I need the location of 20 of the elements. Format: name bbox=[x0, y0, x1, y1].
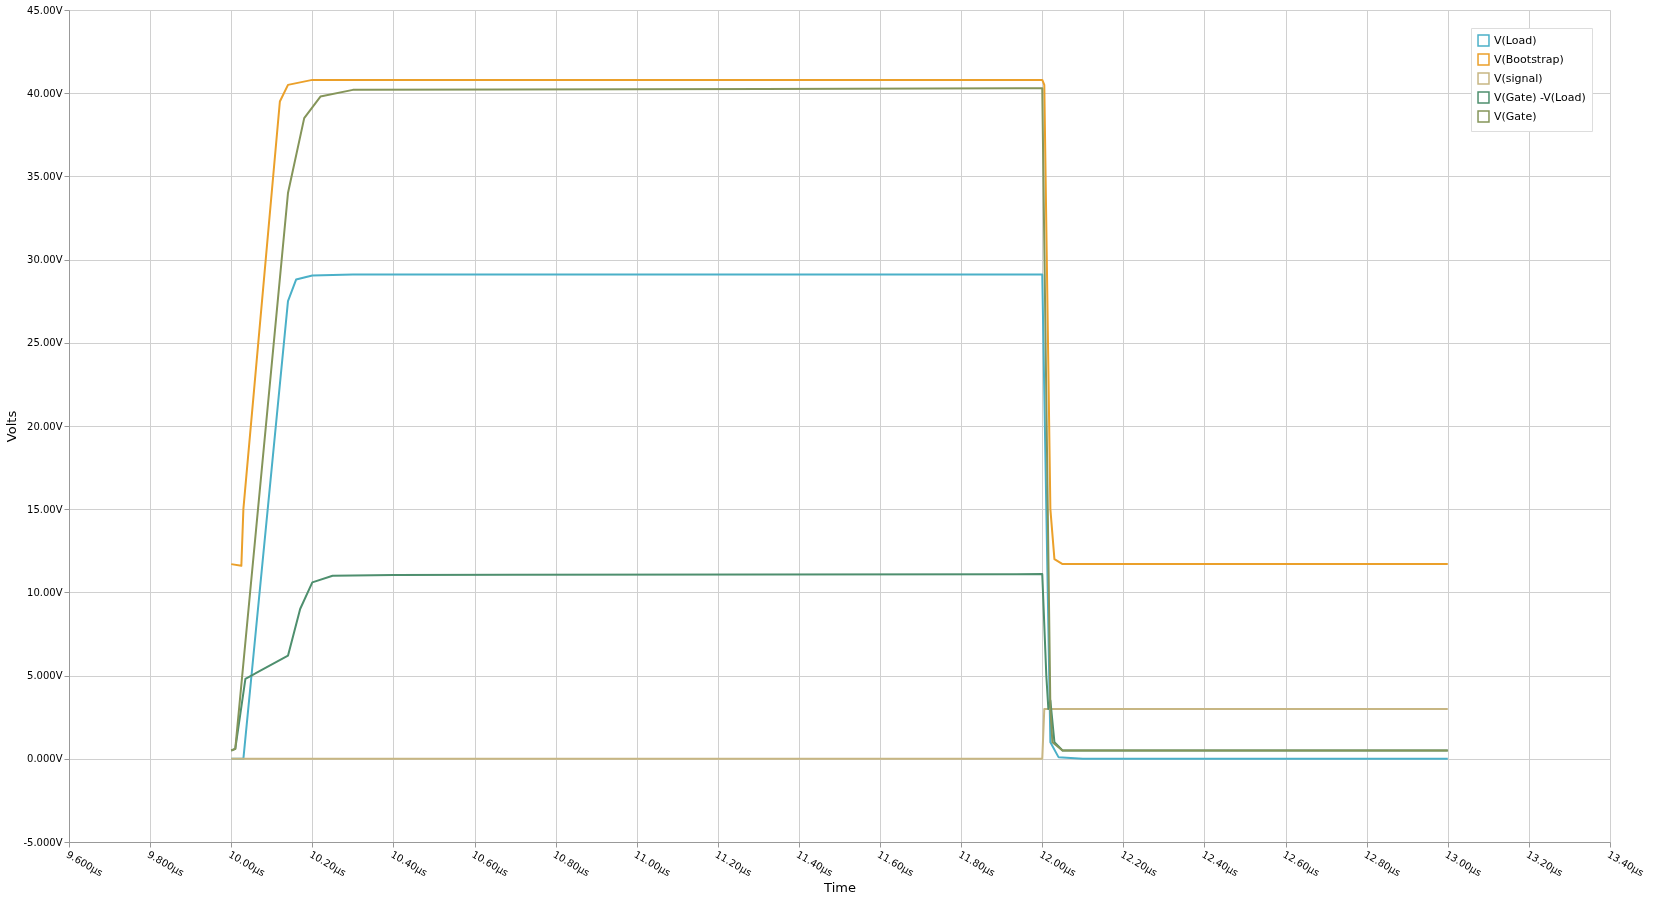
y-tick-label: 40.00V bbox=[27, 87, 63, 99]
legend-label: V(Bootstrap) bbox=[1494, 52, 1564, 66]
y-tick-label: 35.00V bbox=[27, 170, 63, 182]
y-tick-label: 20.00V bbox=[27, 420, 63, 432]
y-tick-label: 15.00V bbox=[27, 503, 63, 515]
y-tick-label: 10.00V bbox=[27, 586, 63, 598]
y-axis-title: Volts bbox=[4, 410, 20, 443]
legend-label: V(Gate) bbox=[1494, 109, 1537, 123]
line-series bbox=[230, 87, 1449, 752]
legend-label: V(Gate) -V(Load) bbox=[1494, 90, 1586, 104]
y-tick-label: 5.000V bbox=[27, 670, 63, 682]
legend-label: V(Load) bbox=[1494, 33, 1537, 47]
y-tick-label: 25.00V bbox=[27, 337, 63, 349]
legend-label: V(signal) bbox=[1494, 71, 1543, 85]
y-tick-label: 45.00V bbox=[27, 4, 63, 16]
y-tick-label: 30.00V bbox=[27, 254, 63, 266]
y-tick-label: -5.000V bbox=[23, 836, 63, 848]
line-series bbox=[230, 78, 1449, 567]
y-tick-label: 0.000V bbox=[27, 753, 63, 765]
x-axis-title: Time bbox=[823, 880, 856, 896]
